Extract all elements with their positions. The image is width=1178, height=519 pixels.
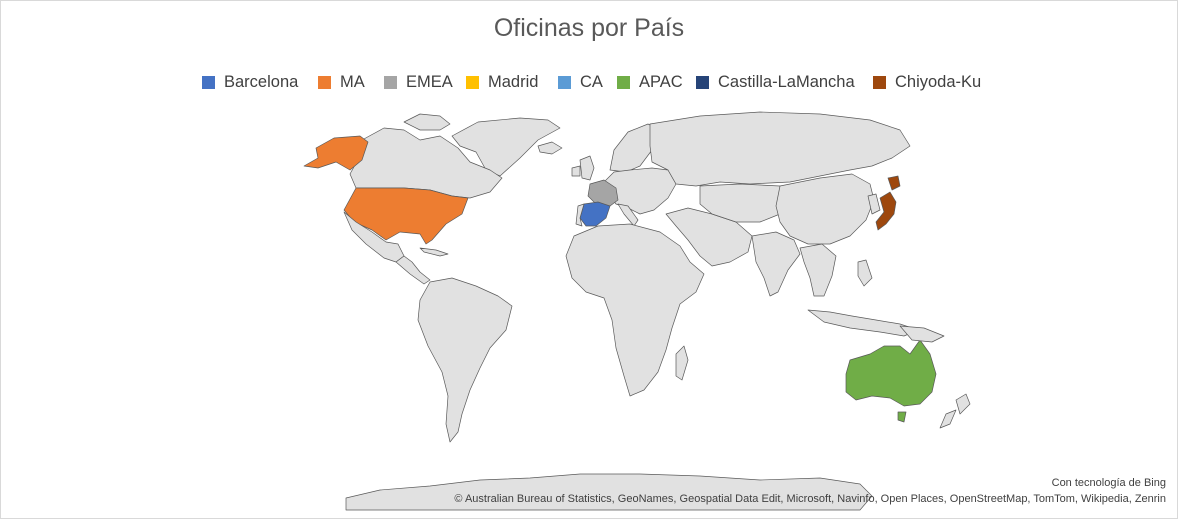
legend-label: Madrid	[488, 72, 539, 91]
region-central-america[interactable]	[395, 255, 431, 285]
legend-label: Barcelona	[224, 72, 299, 91]
region-iceland[interactable]	[537, 141, 563, 155]
region-tasmania[interactable]	[897, 411, 907, 423]
region-uk[interactable]	[579, 155, 595, 181]
region-france[interactable]	[587, 179, 619, 207]
legend-swatch	[617, 75, 630, 89]
legend-swatch	[318, 75, 331, 89]
legend-item-ma[interactable]: MA	[318, 70, 365, 94]
region-india[interactable]	[751, 231, 801, 297]
region-madagascar[interactable]	[675, 345, 689, 381]
region-caribbean[interactable]	[419, 247, 449, 257]
region-new-zealand-south[interactable]	[939, 409, 957, 429]
region-china[interactable]	[775, 173, 875, 245]
legend-item-apac[interactable]: APAC	[617, 70, 683, 94]
region-portugal[interactable]	[575, 203, 585, 227]
region-europe[interactable]	[603, 167, 677, 215]
region-korea[interactable]	[867, 193, 881, 215]
legend-label: CA	[580, 72, 603, 91]
map-sources-credit: © Australian Bureau of Statistics, GeoNa…	[454, 493, 1166, 505]
legend: Barcelona MA EMEA Madrid CA APAC Castill…	[0, 70, 1178, 94]
region-southeast-asia[interactable]	[799, 243, 837, 297]
region-philippines[interactable]	[857, 259, 873, 287]
chart-title: Oficinas por País	[493, 14, 685, 42]
region-central-asia[interactable]	[699, 183, 791, 223]
region-greenland[interactable]	[451, 117, 561, 177]
legend-item-emea[interactable]: EMEA	[384, 70, 453, 94]
legend-swatch	[466, 75, 479, 89]
region-russia[interactable]	[649, 111, 911, 187]
legend-label: EMEA	[406, 72, 453, 91]
world-map[interactable]	[190, 102, 990, 512]
legend-label: APAC	[639, 72, 683, 91]
legend-item-castilla-lamancha[interactable]: Castilla-LaMancha	[696, 70, 855, 94]
legend-swatch	[384, 75, 397, 89]
region-antarctica[interactable]	[345, 473, 873, 511]
legend-swatch	[202, 75, 215, 89]
region-spain[interactable]	[579, 201, 611, 227]
region-australia[interactable]	[845, 339, 937, 407]
legend-label: Castilla-LaMancha	[718, 72, 855, 91]
region-middle-east[interactable]	[665, 207, 753, 267]
region-south-america[interactable]	[417, 277, 513, 443]
region-canada-islands[interactable]	[403, 113, 451, 131]
region-new-guinea[interactable]	[899, 325, 945, 343]
region-japan[interactable]	[875, 191, 897, 231]
legend-item-madrid[interactable]: Madrid	[466, 70, 538, 94]
legend-swatch	[696, 75, 709, 89]
legend-swatch	[873, 75, 886, 89]
legend-label: MA	[340, 72, 365, 91]
region-africa[interactable]	[565, 223, 705, 397]
legend-item-ca[interactable]: CA	[558, 70, 603, 94]
legend-swatch	[558, 75, 571, 89]
region-new-zealand[interactable]	[955, 393, 971, 415]
legend-item-chiyoda-ku[interactable]: Chiyoda-Ku	[873, 70, 981, 94]
legend-item-barcelona[interactable]: Barcelona	[202, 70, 298, 94]
bing-credit: Con tecnología de Bing	[1051, 477, 1166, 489]
region-ireland[interactable]	[571, 165, 581, 177]
region-japan-hokkaido[interactable]	[887, 175, 901, 191]
region-alaska[interactable]	[303, 135, 369, 171]
region-italy[interactable]	[617, 203, 639, 227]
region-indonesia[interactable]	[807, 309, 919, 337]
legend-label: Chiyoda-Ku	[895, 72, 982, 91]
